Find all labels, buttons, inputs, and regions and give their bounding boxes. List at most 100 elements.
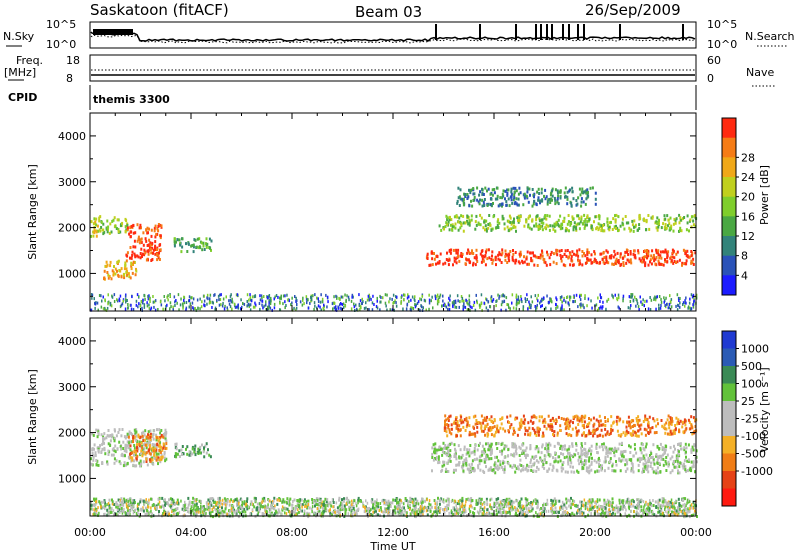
data-cell	[143, 248, 146, 252]
data-cell	[481, 191, 484, 195]
data-cell	[676, 308, 679, 312]
data-cell	[541, 445, 544, 449]
data-cell	[127, 446, 130, 450]
data-cell	[582, 424, 585, 427]
data-cell	[159, 236, 162, 240]
data-cell	[141, 431, 143, 435]
data-cell	[480, 250, 483, 254]
data-cell	[229, 294, 232, 298]
data-cell	[692, 448, 695, 452]
data-cell	[659, 250, 662, 254]
data-cell	[148, 227, 150, 231]
data-cell	[586, 195, 589, 199]
data-cell	[487, 202, 490, 206]
data-cell	[577, 423, 580, 426]
data-cell	[268, 299, 270, 303]
data-cell	[162, 442, 165, 446]
data-cell	[107, 302, 109, 306]
data-cell	[148, 451, 151, 455]
data-cell	[139, 459, 142, 463]
data-cell	[556, 253, 559, 257]
data-cell	[307, 298, 309, 302]
data-cell	[157, 462, 159, 466]
data-cell	[436, 254, 439, 258]
data-cell	[197, 447, 200, 451]
data-cell	[132, 231, 135, 235]
data-cell	[486, 415, 488, 419]
data-cell	[667, 460, 670, 464]
data-cell	[495, 263, 497, 267]
data-cell	[277, 295, 279, 299]
data-cell	[695, 293, 698, 297]
data-cell	[244, 510, 247, 514]
data-cell	[529, 446, 532, 450]
noise-sky-line	[90, 31, 696, 42]
data-cell	[481, 198, 484, 202]
data-cell	[99, 444, 101, 448]
data-cell	[485, 306, 488, 310]
data-cell	[108, 275, 111, 278]
data-cell	[233, 302, 236, 306]
data-cell	[610, 256, 613, 260]
data-cell	[398, 498, 401, 502]
data-cell	[633, 424, 636, 428]
data-cell	[531, 455, 534, 459]
data-cell	[95, 223, 98, 227]
data-cell	[524, 426, 527, 430]
data-cell	[457, 186, 460, 190]
data-cell	[665, 226, 668, 230]
data-cell	[391, 308, 393, 312]
data-cell	[155, 438, 158, 442]
data-cell	[452, 470, 455, 474]
data-cell	[537, 447, 540, 451]
data-cell	[625, 431, 628, 435]
data-cell	[542, 221, 545, 225]
data-cell	[621, 452, 624, 456]
data-cell	[158, 251, 160, 255]
data-cell	[391, 297, 393, 301]
data-cell	[157, 439, 160, 443]
data-cell	[491, 426, 494, 430]
data-cell	[681, 261, 684, 265]
data-cell	[567, 214, 570, 217]
data-cell	[375, 305, 378, 308]
data-cell	[236, 293, 239, 297]
data-cell	[110, 304, 113, 308]
data-cell	[453, 302, 455, 306]
data-cell	[274, 512, 277, 516]
data-cell	[579, 295, 581, 299]
data-cell	[393, 509, 396, 513]
data-cell	[333, 306, 336, 310]
data-cell	[528, 509, 531, 513]
data-cell	[155, 233, 158, 237]
data-cell	[570, 461, 573, 465]
data-cell	[649, 427, 652, 430]
data-cell	[485, 227, 488, 231]
data-cell	[485, 250, 487, 254]
data-cell	[541, 511, 544, 515]
data-cell	[404, 293, 406, 297]
data-cell	[549, 423, 552, 427]
data-cell	[602, 305, 604, 309]
data-cell	[477, 421, 480, 424]
data-cell	[518, 261, 521, 265]
data-cell	[693, 297, 695, 301]
data-cell	[674, 428, 677, 432]
data-cell	[310, 295, 312, 299]
data-cell	[113, 216, 116, 220]
data-cell	[139, 223, 142, 227]
data-cell	[457, 429, 460, 433]
data-cell	[147, 252, 150, 256]
data-cell	[631, 462, 634, 466]
data-cell	[202, 450, 205, 454]
data-cell	[476, 430, 479, 434]
data-cell	[102, 307, 105, 311]
data-cell	[468, 294, 471, 298]
data-cell	[106, 263, 109, 267]
data-cell	[145, 435, 148, 439]
data-cell	[667, 250, 670, 254]
data-cell	[241, 510, 244, 514]
data-cell	[537, 299, 539, 303]
data-cell	[347, 295, 350, 299]
data-cell	[545, 461, 548, 465]
